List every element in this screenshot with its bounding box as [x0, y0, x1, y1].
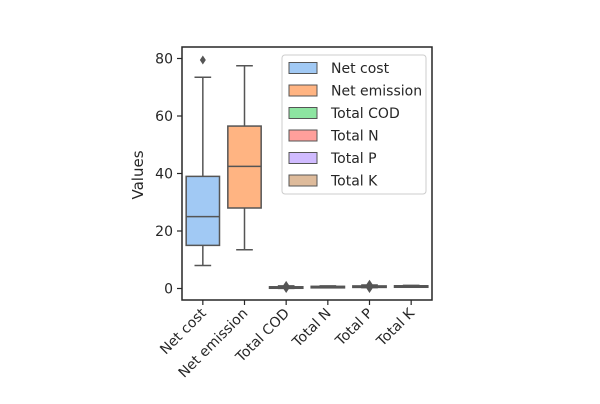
legend-swatch — [288, 107, 318, 119]
y-tick-label: 0 — [164, 282, 173, 298]
box-1 — [185, 55, 221, 267]
y-tick-label: 80 — [155, 52, 173, 68]
legend-label: Total N — [330, 129, 379, 145]
box-body — [185, 175, 221, 247]
outlier-point — [283, 280, 290, 290]
legend-frame — [281, 54, 427, 195]
outlier-point — [199, 55, 206, 65]
legend-swatch — [288, 129, 318, 142]
legend-swatch — [288, 174, 318, 187]
outlier-point — [366, 279, 373, 289]
legend-swatch — [288, 62, 318, 74]
legend: Net cost Net emission Total COD Total N Tota… — [281, 54, 427, 195]
box-4 — [310, 285, 346, 289]
box-6 — [393, 284, 429, 289]
x-tick-label: Total P — [332, 306, 376, 350]
box-2 — [227, 64, 262, 251]
plot-area — [185, 55, 429, 293]
legend-swatch — [288, 84, 318, 97]
x-tick-label: Total N — [289, 306, 335, 352]
x-tick-label: Total K — [373, 305, 418, 350]
legend-label: Total K — [330, 174, 378, 190]
y-tick-label: 60 — [155, 109, 173, 125]
box-3 — [268, 280, 304, 293]
legend-swatch — [288, 152, 318, 164]
legend-label: Net cost — [331, 61, 390, 77]
y-axis: 0 20 40 60 80 — [155, 52, 182, 298]
legend-label: Total P — [330, 151, 377, 167]
y-tick-label: 40 — [155, 167, 173, 183]
box-5 — [352, 279, 387, 293]
y-tick-label: 20 — [155, 224, 173, 240]
legend-label: Net emission — [331, 84, 422, 100]
legend-label: Total COD — [330, 106, 400, 122]
y-axis-label: Values — [129, 150, 147, 199]
